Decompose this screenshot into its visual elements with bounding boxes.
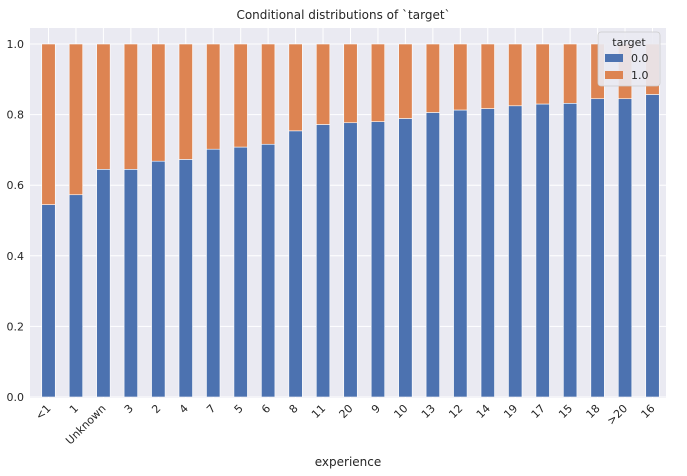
x-tick-label: 8 xyxy=(287,402,301,416)
x-tick-label: 19 xyxy=(501,402,520,421)
y-tick-labels: 0.0 0.2 0.4 0.6 0.8 1.0 xyxy=(7,38,25,404)
x-tick-label: 1 xyxy=(67,402,81,416)
bar-segment-target-0 xyxy=(590,98,605,398)
bar-segment-target-1 xyxy=(96,43,111,170)
y-tick-label: 0.2 xyxy=(7,320,25,333)
bar-segment-target-0 xyxy=(315,124,331,398)
bar-segment-target-1 xyxy=(508,43,523,107)
bars xyxy=(41,43,660,398)
bar-segment-target-0 xyxy=(617,98,633,398)
bar-segment-target-1 xyxy=(41,43,56,205)
bar-segment-target-1 xyxy=(343,43,358,124)
bar-segment-target-0 xyxy=(206,148,221,398)
bar-segment-target-1 xyxy=(480,43,495,109)
x-tick-label: <1 xyxy=(33,402,54,423)
bar-segment-target-1 xyxy=(453,43,468,111)
bar-segment-target-0 xyxy=(41,204,56,398)
x-tick-label: 20 xyxy=(337,402,356,421)
bar-segment-target-0 xyxy=(508,105,523,398)
bar-segment-target-0 xyxy=(480,108,495,398)
y-tick-label: 0.4 xyxy=(7,250,25,263)
x-tick-label: 17 xyxy=(529,402,548,421)
y-tick-label: 0.6 xyxy=(7,179,25,192)
x-tick-label: 3 xyxy=(122,402,136,416)
bar-segment-target-0 xyxy=(68,194,84,398)
x-tick-label: 12 xyxy=(446,402,465,421)
x-tick-label: 2 xyxy=(149,402,163,416)
bar-segment-target-0 xyxy=(535,103,550,398)
y-tick-label: 0.0 xyxy=(7,391,25,404)
legend: target 0.0 1.0 xyxy=(597,31,661,87)
x-tick-label: 14 xyxy=(474,402,493,421)
x-tick-label: 11 xyxy=(309,402,328,421)
bar-segment-target-1 xyxy=(261,43,276,145)
bar-segment-target-0 xyxy=(645,94,660,398)
x-tick-label: 7 xyxy=(204,402,218,416)
bar-segment-target-0 xyxy=(398,118,413,398)
bar-segment-target-0 xyxy=(123,169,138,398)
bar-segment-target-0 xyxy=(425,112,440,398)
legend-title: target xyxy=(612,36,646,49)
y-tick-label: 0.8 xyxy=(7,109,25,122)
bar-segment-target-1 xyxy=(425,43,440,113)
bar-segment-target-1 xyxy=(398,43,413,119)
bar-segment-target-0 xyxy=(233,146,248,398)
bar-segment-target-1 xyxy=(151,43,166,162)
bar-segment-target-0 xyxy=(343,122,358,398)
bar-segment-target-0 xyxy=(563,103,578,398)
bar-segment-target-0 xyxy=(151,160,166,398)
x-tick-label: >20 xyxy=(605,402,631,428)
legend-label-0: 0.0 xyxy=(631,52,649,65)
bar-segment-target-1 xyxy=(123,43,138,170)
bar-segment-target-0 xyxy=(178,159,193,398)
legend-swatch-0 xyxy=(605,54,623,62)
bar-segment-target-1 xyxy=(288,43,303,132)
bar-segment-target-1 xyxy=(563,43,578,104)
chart-title: Conditional distributions of `target` xyxy=(236,8,450,22)
x-tick-label: 16 xyxy=(639,402,658,421)
x-tick-label: 5 xyxy=(232,402,246,416)
bar-segment-target-1 xyxy=(233,43,248,148)
legend-swatch-1 xyxy=(605,71,623,79)
y-tick-label: 1.0 xyxy=(7,38,25,51)
bar-segment-target-1 xyxy=(535,43,550,105)
x-axis-label: experience xyxy=(315,455,382,469)
bar-segment-target-0 xyxy=(453,109,468,398)
bar-segment-target-0 xyxy=(96,169,111,398)
x-tick-label: 6 xyxy=(259,402,273,416)
bar-segment-target-1 xyxy=(178,43,193,160)
x-tick-label: 10 xyxy=(391,402,410,421)
bar-segment-target-1 xyxy=(68,43,84,196)
bar-segment-target-0 xyxy=(370,121,386,398)
x-tick-label: 13 xyxy=(419,402,438,421)
x-tick-label: 9 xyxy=(369,402,383,416)
bar-segment-target-0 xyxy=(288,130,303,398)
bar-segment-target-1 xyxy=(370,43,386,122)
bar-segment-target-1 xyxy=(315,43,331,125)
x-tick-label: 18 xyxy=(584,402,603,421)
bar-segment-target-0 xyxy=(261,143,276,398)
legend-label-1: 1.0 xyxy=(631,69,649,82)
bar-segment-target-1 xyxy=(206,43,221,150)
x-tick-label: 4 xyxy=(177,402,191,416)
x-tick-label: 15 xyxy=(556,402,575,421)
